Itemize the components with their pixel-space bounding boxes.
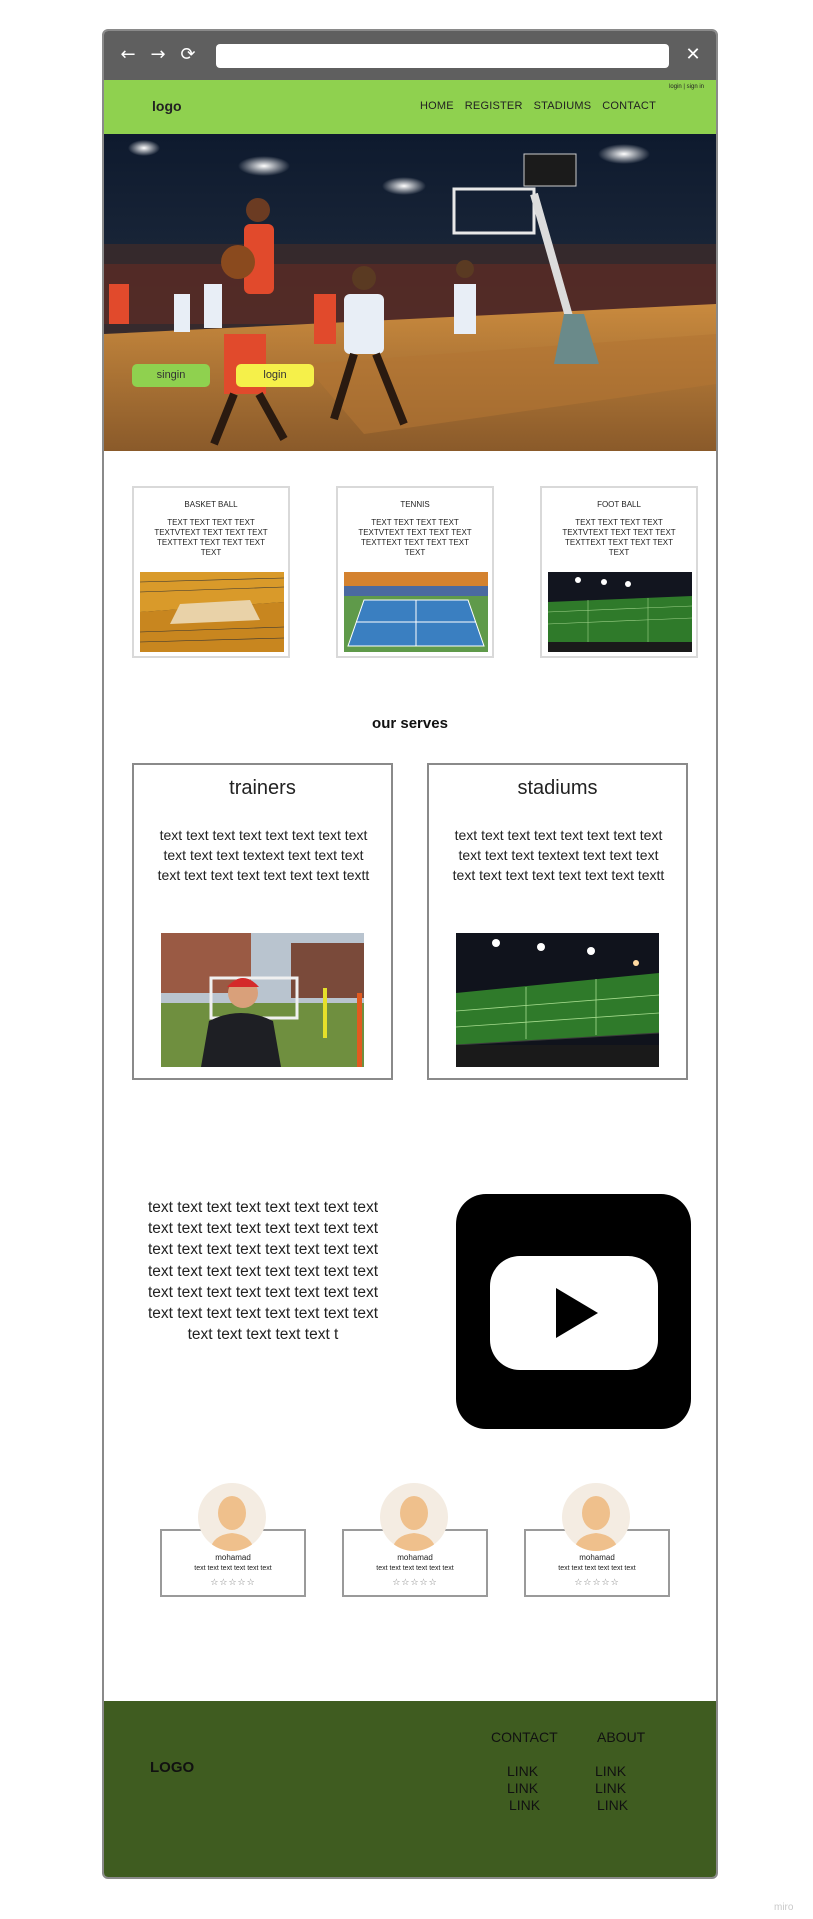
serve-card-title: trainers	[229, 777, 296, 799]
review-card: mohamad text text text text text text ☆☆…	[342, 1483, 492, 1603]
top-nav: HOME REGISTER STADIUMS CONTACT	[420, 100, 656, 112]
section-title: our serves	[372, 715, 448, 732]
sport-card-football[interactable]: FOOT BALL TEXT TEXT TEXT TEXT TEXTVTEXT …	[540, 486, 698, 658]
tennis-court-image	[344, 572, 488, 652]
address-bar[interactable]	[216, 44, 669, 68]
review-name: mohamad	[579, 1553, 615, 1562]
hero-banner: singin login	[104, 134, 716, 451]
browser-window: ← → ⟳ ✕ logo login | sign in HOME REGIST…	[102, 29, 718, 1879]
miro-watermark: miro	[774, 1902, 794, 1913]
close-icon[interactable]: ✕	[685, 44, 701, 65]
nav-register[interactable]: REGISTER	[464, 100, 523, 112]
serve-card-title: stadiums	[517, 777, 598, 799]
auth-links[interactable]: login | sign in	[669, 84, 704, 90]
media-description: text text text text text text text text …	[147, 1199, 378, 1344]
footer-heading-about: ABOUT	[597, 1729, 646, 1745]
serve-card-text: text text text text text text text text …	[452, 827, 665, 883]
nav-home[interactable]: HOME	[419, 100, 454, 112]
footer-logo[interactable]: LOGO	[150, 1759, 195, 1776]
footer-link[interactable]: LINK	[597, 1797, 629, 1813]
footer-link[interactable]: LINK	[595, 1763, 627, 1779]
site-footer: LOGO CONTACT ABOUT LINK LINK LINK LINK L…	[104, 1701, 716, 1877]
site-header: logo login | sign in HOME REGISTER STADI…	[104, 80, 716, 134]
review-name: mohamad	[215, 1553, 251, 1562]
sport-card-title: FOOT BALL	[597, 500, 641, 509]
nav-contact[interactable]: CONTACT	[602, 100, 656, 112]
footer-link[interactable]: LINK	[507, 1780, 539, 1796]
stadium-photo	[456, 933, 659, 1067]
avatar	[198, 1483, 266, 1551]
arrow-right-icon[interactable]: →	[150, 44, 166, 65]
review-text: text text text text text text	[558, 1565, 636, 1572]
review-text: text text text text text text	[194, 1565, 272, 1572]
sport-card-title: TENNIS	[400, 500, 430, 509]
sport-card-title: BASKET BALL	[184, 500, 238, 509]
serve-card-trainers[interactable]: trainers text text text text text text t…	[132, 763, 393, 1080]
review-text: text text text text text text	[376, 1565, 454, 1572]
login-button[interactable]: login	[236, 364, 314, 387]
hero-basketball-image	[104, 134, 716, 451]
sport-card-tennis[interactable]: TENNIS TEXT TEXT TEXT TEXT TEXTVTEXT TEX…	[336, 486, 494, 658]
avatar	[562, 1483, 630, 1551]
footer-link[interactable]: LINK	[507, 1763, 539, 1779]
star-rating[interactable]: ☆☆☆☆☆	[574, 1578, 620, 1588]
youtube-icon[interactable]	[456, 1194, 691, 1429]
sport-card-text: TEXT TEXT TEXT TEXT TEXTVTEXT TEXT TEXT …	[562, 518, 676, 557]
nav-stadiums[interactable]: STADIUMS	[533, 100, 592, 112]
sport-card-text: TEXT TEXT TEXT TEXT TEXTVTEXT TEXT TEXT …	[154, 518, 268, 557]
arrow-left-icon[interactable]: ←	[120, 44, 136, 65]
serve-card-text: text text text text text text text text …	[157, 827, 370, 883]
sport-card-text: TEXT TEXT TEXT TEXT TEXTVTEXT TEXT TEXT …	[358, 518, 472, 557]
football-pitch-image	[548, 572, 692, 652]
signup-button[interactable]: singin	[132, 364, 210, 387]
sport-card-basketball[interactable]: BASKET BALL TEXT TEXT TEXT TEXT TEXTVTEX…	[132, 486, 290, 658]
review-card: mohamad text text text text text text ☆☆…	[524, 1483, 674, 1603]
review-name: mohamad	[397, 1553, 433, 1562]
site-logo[interactable]: logo	[152, 98, 182, 114]
star-rating[interactable]: ☆☆☆☆☆	[392, 1578, 438, 1588]
review-card-box: mohamad text text text text text text ☆☆…	[160, 1529, 306, 1597]
star-rating[interactable]: ☆☆☆☆☆	[210, 1578, 256, 1588]
trainer-photo	[161, 933, 364, 1067]
review-card: mohamad text text text text text text ☆☆…	[160, 1483, 310, 1603]
footer-link[interactable]: LINK	[509, 1797, 541, 1813]
serve-card-stadiums[interactable]: stadiums text text text text text text t…	[427, 763, 688, 1080]
footer-heading-contact: CONTACT	[491, 1729, 558, 1745]
avatar	[380, 1483, 448, 1551]
reload-icon[interactable]: ⟳	[180, 44, 196, 65]
basketball-arena-image	[140, 572, 284, 652]
browser-toolbar: ← → ⟳ ✕	[104, 31, 716, 80]
footer-link[interactable]: LINK	[595, 1780, 627, 1796]
